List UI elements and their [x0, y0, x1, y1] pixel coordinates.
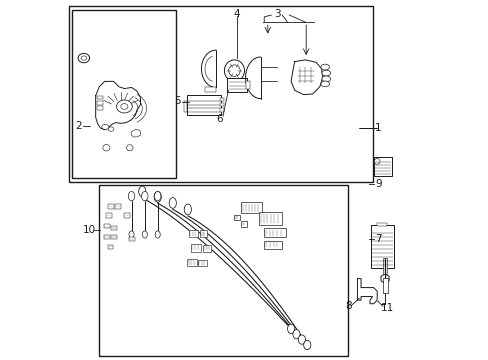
Ellipse shape — [121, 104, 128, 109]
Bar — [99, 185, 348, 356]
Ellipse shape — [139, 186, 145, 197]
Bar — [124, 213, 130, 218]
Bar — [106, 213, 112, 218]
Ellipse shape — [321, 70, 330, 76]
Bar — [111, 235, 117, 239]
Bar — [190, 244, 201, 252]
Bar — [107, 244, 113, 249]
Bar — [108, 204, 114, 209]
Ellipse shape — [81, 56, 86, 60]
Bar — [187, 95, 221, 116]
Bar — [220, 103, 223, 107]
Bar — [97, 107, 103, 110]
Ellipse shape — [184, 204, 191, 215]
Bar — [382, 278, 387, 293]
Ellipse shape — [128, 192, 135, 201]
Text: 8: 8 — [345, 301, 351, 311]
Ellipse shape — [108, 127, 114, 131]
Ellipse shape — [228, 65, 240, 76]
Text: 10: 10 — [83, 225, 96, 235]
Ellipse shape — [292, 329, 300, 339]
Ellipse shape — [102, 125, 109, 130]
Bar — [227, 78, 246, 92]
Bar — [183, 101, 187, 112]
Bar — [69, 6, 372, 182]
Ellipse shape — [154, 192, 161, 201]
Bar — [104, 224, 109, 228]
Bar — [245, 81, 250, 89]
Bar — [373, 157, 391, 176]
Bar — [233, 215, 240, 220]
Ellipse shape — [320, 64, 329, 70]
Text: 7: 7 — [374, 234, 381, 244]
Text: 3: 3 — [274, 9, 280, 19]
Bar — [97, 96, 103, 99]
Bar — [383, 258, 386, 274]
Ellipse shape — [129, 231, 134, 238]
Ellipse shape — [142, 231, 147, 238]
Bar — [198, 260, 206, 266]
Bar — [264, 241, 282, 249]
Bar — [188, 230, 198, 237]
Ellipse shape — [155, 231, 160, 238]
Ellipse shape — [142, 192, 148, 201]
Ellipse shape — [154, 192, 161, 202]
Ellipse shape — [224, 60, 244, 81]
Ellipse shape — [303, 340, 310, 350]
Bar — [129, 237, 135, 241]
Ellipse shape — [373, 158, 379, 164]
Bar — [97, 101, 103, 105]
Bar — [187, 259, 197, 266]
Bar — [370, 225, 393, 268]
Ellipse shape — [321, 76, 330, 82]
Text: 1: 1 — [374, 123, 381, 133]
Bar — [204, 87, 215, 92]
Bar — [115, 204, 121, 209]
Bar — [376, 223, 386, 226]
Ellipse shape — [287, 324, 294, 333]
Bar — [241, 202, 261, 213]
Bar — [258, 212, 282, 225]
Text: 2: 2 — [75, 121, 82, 131]
Ellipse shape — [102, 144, 110, 151]
Bar — [104, 235, 109, 239]
Ellipse shape — [298, 335, 305, 344]
Text: 11: 11 — [380, 303, 393, 314]
Ellipse shape — [116, 100, 132, 113]
Ellipse shape — [320, 81, 329, 87]
Bar — [264, 228, 285, 237]
Text: 9: 9 — [374, 179, 381, 189]
Bar — [220, 98, 223, 101]
Bar — [241, 221, 247, 226]
Text: 5: 5 — [173, 96, 180, 106]
Bar — [199, 230, 206, 237]
Bar — [111, 226, 117, 230]
Ellipse shape — [169, 198, 176, 208]
Ellipse shape — [78, 53, 89, 63]
Polygon shape — [380, 274, 388, 283]
Text: 6: 6 — [216, 114, 222, 124]
Text: 4: 4 — [233, 9, 240, 19]
Bar — [72, 10, 176, 178]
Bar — [203, 244, 211, 252]
Bar — [220, 108, 223, 112]
